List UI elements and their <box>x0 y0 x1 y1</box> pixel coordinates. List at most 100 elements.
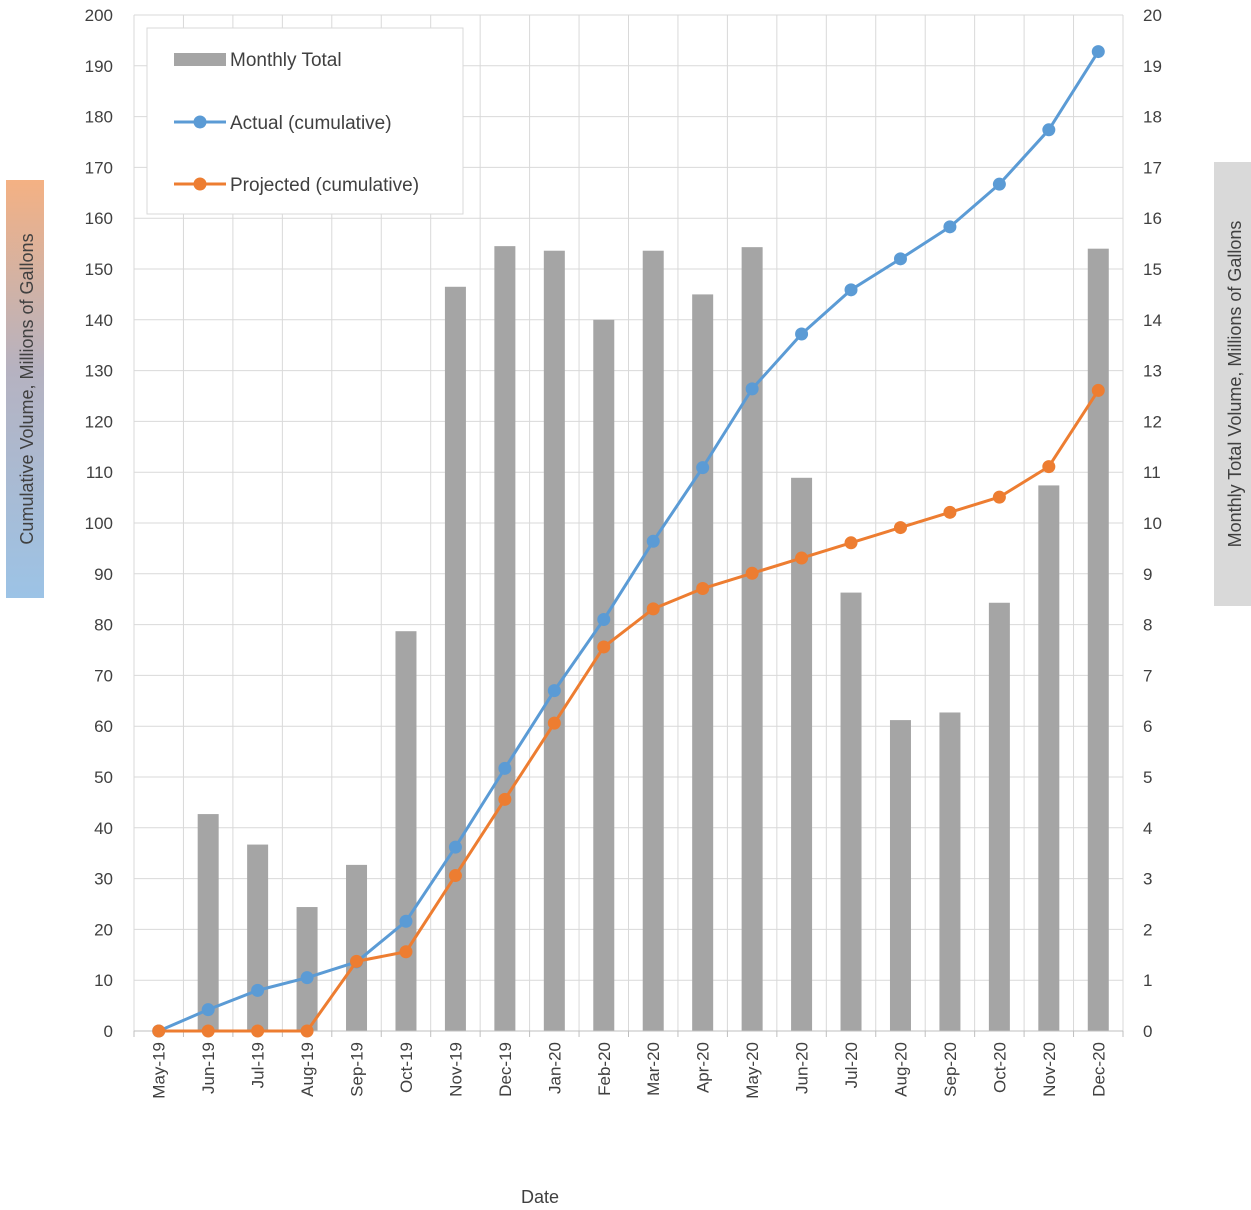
bar-Oct-20 <box>988 602 1010 1031</box>
x-axis-title: Date <box>521 1187 559 1207</box>
x-tick-label-Feb-20: Feb-20 <box>595 1042 614 1096</box>
right-tick-label: 15 <box>1143 260 1162 279</box>
actual-point-Sep-20 <box>943 220 957 234</box>
legend-marker-projected <box>193 177 207 191</box>
x-tick-label-Jun-20: Jun-20 <box>793 1042 812 1094</box>
x-tick-label-Aug-19: Aug-19 <box>298 1042 317 1097</box>
projected-point-Dec-19 <box>498 792 512 806</box>
right-tick-label: 18 <box>1143 108 1162 127</box>
projected-point-Jan-20 <box>547 716 561 730</box>
bar-Aug-19 <box>296 907 318 1031</box>
left-tick-label: 0 <box>104 1022 113 1041</box>
left-axis-title-background <box>6 180 44 598</box>
right-tick-label: 7 <box>1143 666 1152 685</box>
right-tick-label: 10 <box>1143 514 1162 533</box>
left-tick-label: 20 <box>94 920 113 939</box>
x-tick-label-Mar-20: Mar-20 <box>644 1042 663 1096</box>
right-tick-label: 19 <box>1143 57 1162 76</box>
projected-point-Jul-19 <box>251 1024 265 1038</box>
x-tick-label-Sep-19: Sep-19 <box>348 1042 367 1097</box>
bar-Apr-20 <box>692 294 714 1031</box>
x-tick-label-Dec-20: Dec-20 <box>1089 1042 1108 1097</box>
actual-point-Jun-19 <box>201 1003 215 1017</box>
bar-Nov-20 <box>1038 485 1060 1032</box>
bar-May-20 <box>741 247 763 1031</box>
left-tick-label: 120 <box>85 412 113 431</box>
left-tick-label: 50 <box>94 768 113 787</box>
right-tick-label: 12 <box>1143 412 1162 431</box>
actual-point-Nov-20 <box>1042 123 1056 137</box>
bar-Jul-20 <box>840 592 862 1031</box>
left-tick-label: 170 <box>85 158 113 177</box>
bar-Oct-19 <box>395 631 417 1031</box>
left-axis-title: Cumulative Volume, Millions of Gallons <box>6 180 44 598</box>
right-tick-label: 17 <box>1143 158 1162 177</box>
legend-marker-actual <box>193 115 207 129</box>
actual-point-Oct-19 <box>399 914 413 928</box>
right-tick-label: 14 <box>1143 311 1162 330</box>
projected-point-Mar-20 <box>646 602 660 616</box>
left-axis-title-text: Cumulative Volume, Millions of Gallons <box>17 233 37 544</box>
x-axis-ticks: May-19 Jun-19 Jul-19 Aug-19 Sep-19 Oct-19 Nov-… <box>150 1042 1109 1099</box>
projected-point-Aug-20 <box>893 521 907 535</box>
right-axis-title-text: Monthly Total Volume, Millions of Gallon… <box>1225 221 1245 548</box>
legend: Monthly Total Actual (cumulative) Projec… <box>146 27 464 215</box>
x-tick-label-Oct-19: Oct-19 <box>397 1042 416 1093</box>
right-tick-label: 11 <box>1143 463 1161 482</box>
right-tick-label: 0 <box>1143 1022 1152 1041</box>
x-tick-label-Nov-20: Nov-20 <box>1040 1042 1059 1097</box>
right-tick-label: 4 <box>1143 819 1152 838</box>
left-tick-label: 130 <box>85 362 113 381</box>
bar-Sep-19 <box>346 864 368 1031</box>
actual-point-Jan-20 <box>547 684 561 698</box>
legend-label-projected: Projected (cumulative) <box>230 175 419 196</box>
projected-point-Nov-20 <box>1042 460 1056 474</box>
left-tick-label: 110 <box>86 463 113 482</box>
bar-Feb-20 <box>593 319 615 1031</box>
actual-point-Oct-20 <box>992 177 1006 191</box>
right-tick-label: 5 <box>1143 768 1152 787</box>
x-tick-label-May-20: May-20 <box>743 1042 762 1099</box>
projected-point-Aug-19 <box>300 1024 314 1038</box>
x-tick-label-Apr-20: Apr-20 <box>694 1042 713 1093</box>
bar-Dec-19 <box>494 246 516 1031</box>
projected-point-Jun-19 <box>201 1024 215 1038</box>
actual-point-Dec-20 <box>1091 45 1105 59</box>
left-tick-label: 150 <box>85 260 113 279</box>
projected-point-May-19 <box>152 1024 166 1038</box>
right-axis-title: Monthly Total Volume, Millions of Gallon… <box>1214 162 1251 606</box>
left-tick-label: 60 <box>94 717 113 736</box>
left-tick-label: 90 <box>94 565 113 584</box>
right-tick-label: 3 <box>1143 870 1152 889</box>
projected-point-Oct-20 <box>992 490 1006 504</box>
projected-point-Apr-20 <box>696 582 710 596</box>
x-tick-label-Dec-19: Dec-19 <box>496 1042 515 1097</box>
legend-label-monthly-total: Monthly Total <box>230 50 342 71</box>
right-axis-title-background <box>1214 162 1251 606</box>
actual-point-Feb-20 <box>597 613 611 627</box>
actual-point-Jul-20 <box>844 283 858 297</box>
left-tick-label: 70 <box>94 666 113 685</box>
left-tick-label: 180 <box>85 108 113 127</box>
left-tick-label: 40 <box>94 819 113 838</box>
bar-Dec-20 <box>1087 248 1109 1031</box>
x-tick-label-Aug-20: Aug-20 <box>891 1042 910 1097</box>
left-tick-label: 160 <box>85 209 113 228</box>
right-tick-label: 1 <box>1143 971 1152 990</box>
left-tick-label: 140 <box>85 311 113 330</box>
actual-point-Nov-19 <box>448 840 462 854</box>
right-tick-label: 13 <box>1143 362 1162 381</box>
line-actual <box>158 50 1100 1033</box>
right-tick-label: 8 <box>1143 616 1152 635</box>
left-tick-label: 10 <box>94 971 113 990</box>
actual-point-Mar-20 <box>646 534 660 548</box>
projected-point-Sep-19 <box>350 954 364 968</box>
actual-point-Jun-20 <box>795 327 809 341</box>
x-tick-label-Nov-19: Nov-19 <box>446 1042 465 1097</box>
gridlines <box>133 14 1124 1032</box>
bar-Mar-20 <box>642 250 664 1031</box>
projected-point-Feb-20 <box>597 640 611 654</box>
x-tick-label-Jun-19: Jun-19 <box>199 1042 218 1094</box>
left-axis-ticks: 0 10 20 30 40 50 60 70 80 90 100 110 120 130 140 150 160… <box>85 6 113 1041</box>
